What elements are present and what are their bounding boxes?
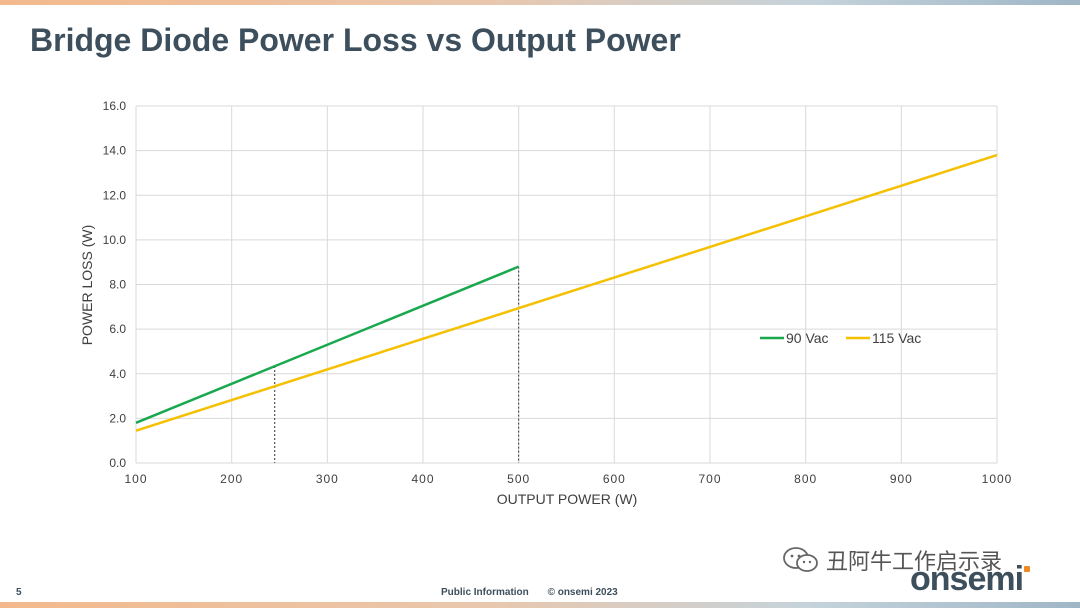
x-tick-label: 200 — [220, 472, 243, 486]
top-accent-bar — [0, 0, 1080, 5]
y-tick-label: 8.0 — [109, 278, 126, 292]
y-tick-label: 10.0 — [103, 233, 127, 247]
x-tick-label: 400 — [411, 472, 434, 486]
x-tick-label: 800 — [794, 472, 817, 486]
x-tick-labels: 100 200 300 400 500 600 700 800 900 1000 — [124, 472, 1013, 486]
y-tick-label: 0.0 — [109, 456, 126, 470]
page-number: 5 — [16, 587, 22, 598]
y-tick-label: 12.0 — [103, 188, 127, 202]
onsemi-logo: onsemi — [910, 560, 1031, 599]
watermark: 丑阿牛工作启示录 — [782, 544, 1002, 576]
x-tick-label: 300 — [316, 472, 339, 486]
y-tick-label: 14.0 — [103, 144, 127, 158]
footer-info: Public Information — [441, 587, 529, 598]
x-tick-label: 100 — [124, 472, 147, 486]
series-line — [135, 153, 998, 432]
x-tick-label: 900 — [890, 472, 913, 486]
x-tick-label: 500 — [507, 472, 530, 486]
legend-label: 115 Vac — [872, 330, 921, 346]
chart-legend: 90 Vac 115 Vac — [760, 330, 921, 346]
legend-label: 90 Vac — [786, 330, 829, 346]
chart-grid — [135, 105, 998, 464]
y-tick-label: 6.0 — [109, 322, 126, 336]
x-axis-label: OUTPUT POWER (W) — [497, 491, 638, 507]
series-line — [135, 265, 520, 424]
y-tick-label: 4.0 — [109, 367, 126, 381]
chart-series — [135, 153, 998, 432]
bottom-accent-bar — [0, 602, 1080, 608]
y-tick-label: 16.0 — [103, 99, 127, 113]
footer-copyright: © onsemi 2023 — [547, 587, 618, 598]
y-tick-label: 2.0 — [109, 411, 126, 425]
x-tick-label: 600 — [603, 472, 626, 486]
footer: Public Information © onsemi 2023 — [441, 587, 634, 598]
y-tick-labels: 0.0 2.0 4.0 6.0 8.0 10.0 12.0 14.0 16.0 — [103, 99, 127, 470]
watermark-text: 丑阿牛工作启示录 — [826, 549, 1003, 574]
reference-lines — [274, 266, 520, 463]
slide-title: Bridge Diode Power Loss vs Output Power — [30, 22, 681, 58]
x-tick-label: 700 — [698, 472, 721, 486]
y-axis-label: POWER LOSS (W) — [79, 225, 95, 346]
x-tick-label: 1000 — [982, 472, 1013, 486]
wechat-icon — [783, 547, 818, 572]
